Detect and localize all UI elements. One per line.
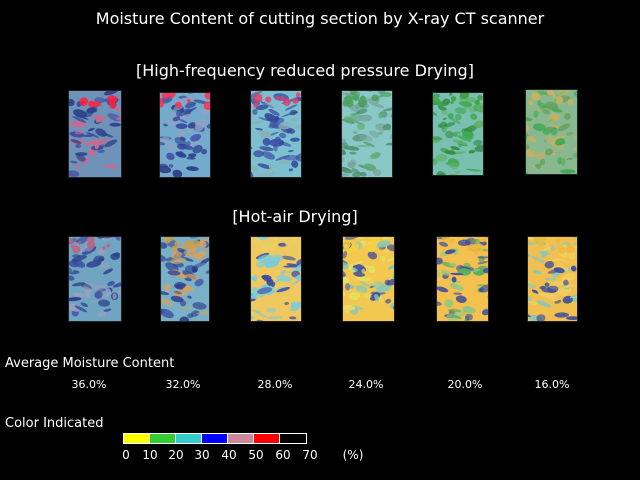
ha-sample-2: [160, 236, 210, 322]
diagram-title: Moisture Content of cutting section by X…: [95, 9, 545, 28]
avg-value-2: 32.0%: [165, 378, 201, 391]
color-swatch-2: [150, 434, 176, 443]
hf-sample-1: [68, 90, 122, 178]
color-scale-bar: [123, 433, 307, 444]
scale-unit: (%): [342, 448, 364, 462]
avg-value-3: 28.0%: [257, 378, 293, 391]
scale-tick-20: 20: [168, 448, 184, 462]
ha-sample-4: [342, 236, 395, 322]
color-swatch-7: [280, 434, 306, 443]
scale-tick-30: 30: [194, 448, 210, 462]
scale-tick-70: 70: [302, 448, 318, 462]
scale-tick-0: 0: [122, 448, 130, 462]
color-swatch-4: [202, 434, 228, 443]
color-swatch-1: [124, 434, 150, 443]
hf-sample-5: [432, 92, 484, 176]
hf-sample-4: [341, 90, 393, 178]
scale-tick-40: 40: [221, 448, 237, 462]
ha-sample-3: [250, 236, 302, 322]
color-swatch-5: [228, 434, 254, 443]
hot-air-section-title: [Hot-air Drying]: [232, 207, 358, 226]
color-swatch-3: [176, 434, 202, 443]
avg-value-6: 16.0%: [534, 378, 570, 391]
scale-tick-60: 60: [275, 448, 291, 462]
avg-value-1: 36.0%: [71, 378, 107, 391]
ha-sample-5: [436, 236, 489, 322]
hf-sample-2: [159, 92, 211, 178]
average-moisture-label: Average Moisture Content: [5, 356, 175, 371]
color-indicated-label: Color Indicated: [5, 416, 104, 431]
scale-tick-50: 50: [248, 448, 264, 462]
scale-tick-10: 10: [142, 448, 158, 462]
hf-sample-3: [250, 90, 302, 178]
avg-value-5: 20.0%: [447, 378, 483, 391]
ha-sample-1: [68, 236, 122, 322]
hf-sample-6: [525, 89, 578, 175]
high-frequency-section-title: [High-frequency reduced pressure Drying]: [136, 61, 474, 80]
color-swatch-6: [254, 434, 280, 443]
ha-sample-6: [527, 236, 578, 322]
avg-value-4: 24.0%: [348, 378, 384, 391]
